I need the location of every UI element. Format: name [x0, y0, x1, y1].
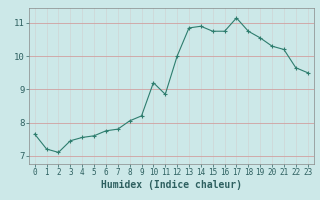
X-axis label: Humidex (Indice chaleur): Humidex (Indice chaleur): [101, 180, 242, 190]
